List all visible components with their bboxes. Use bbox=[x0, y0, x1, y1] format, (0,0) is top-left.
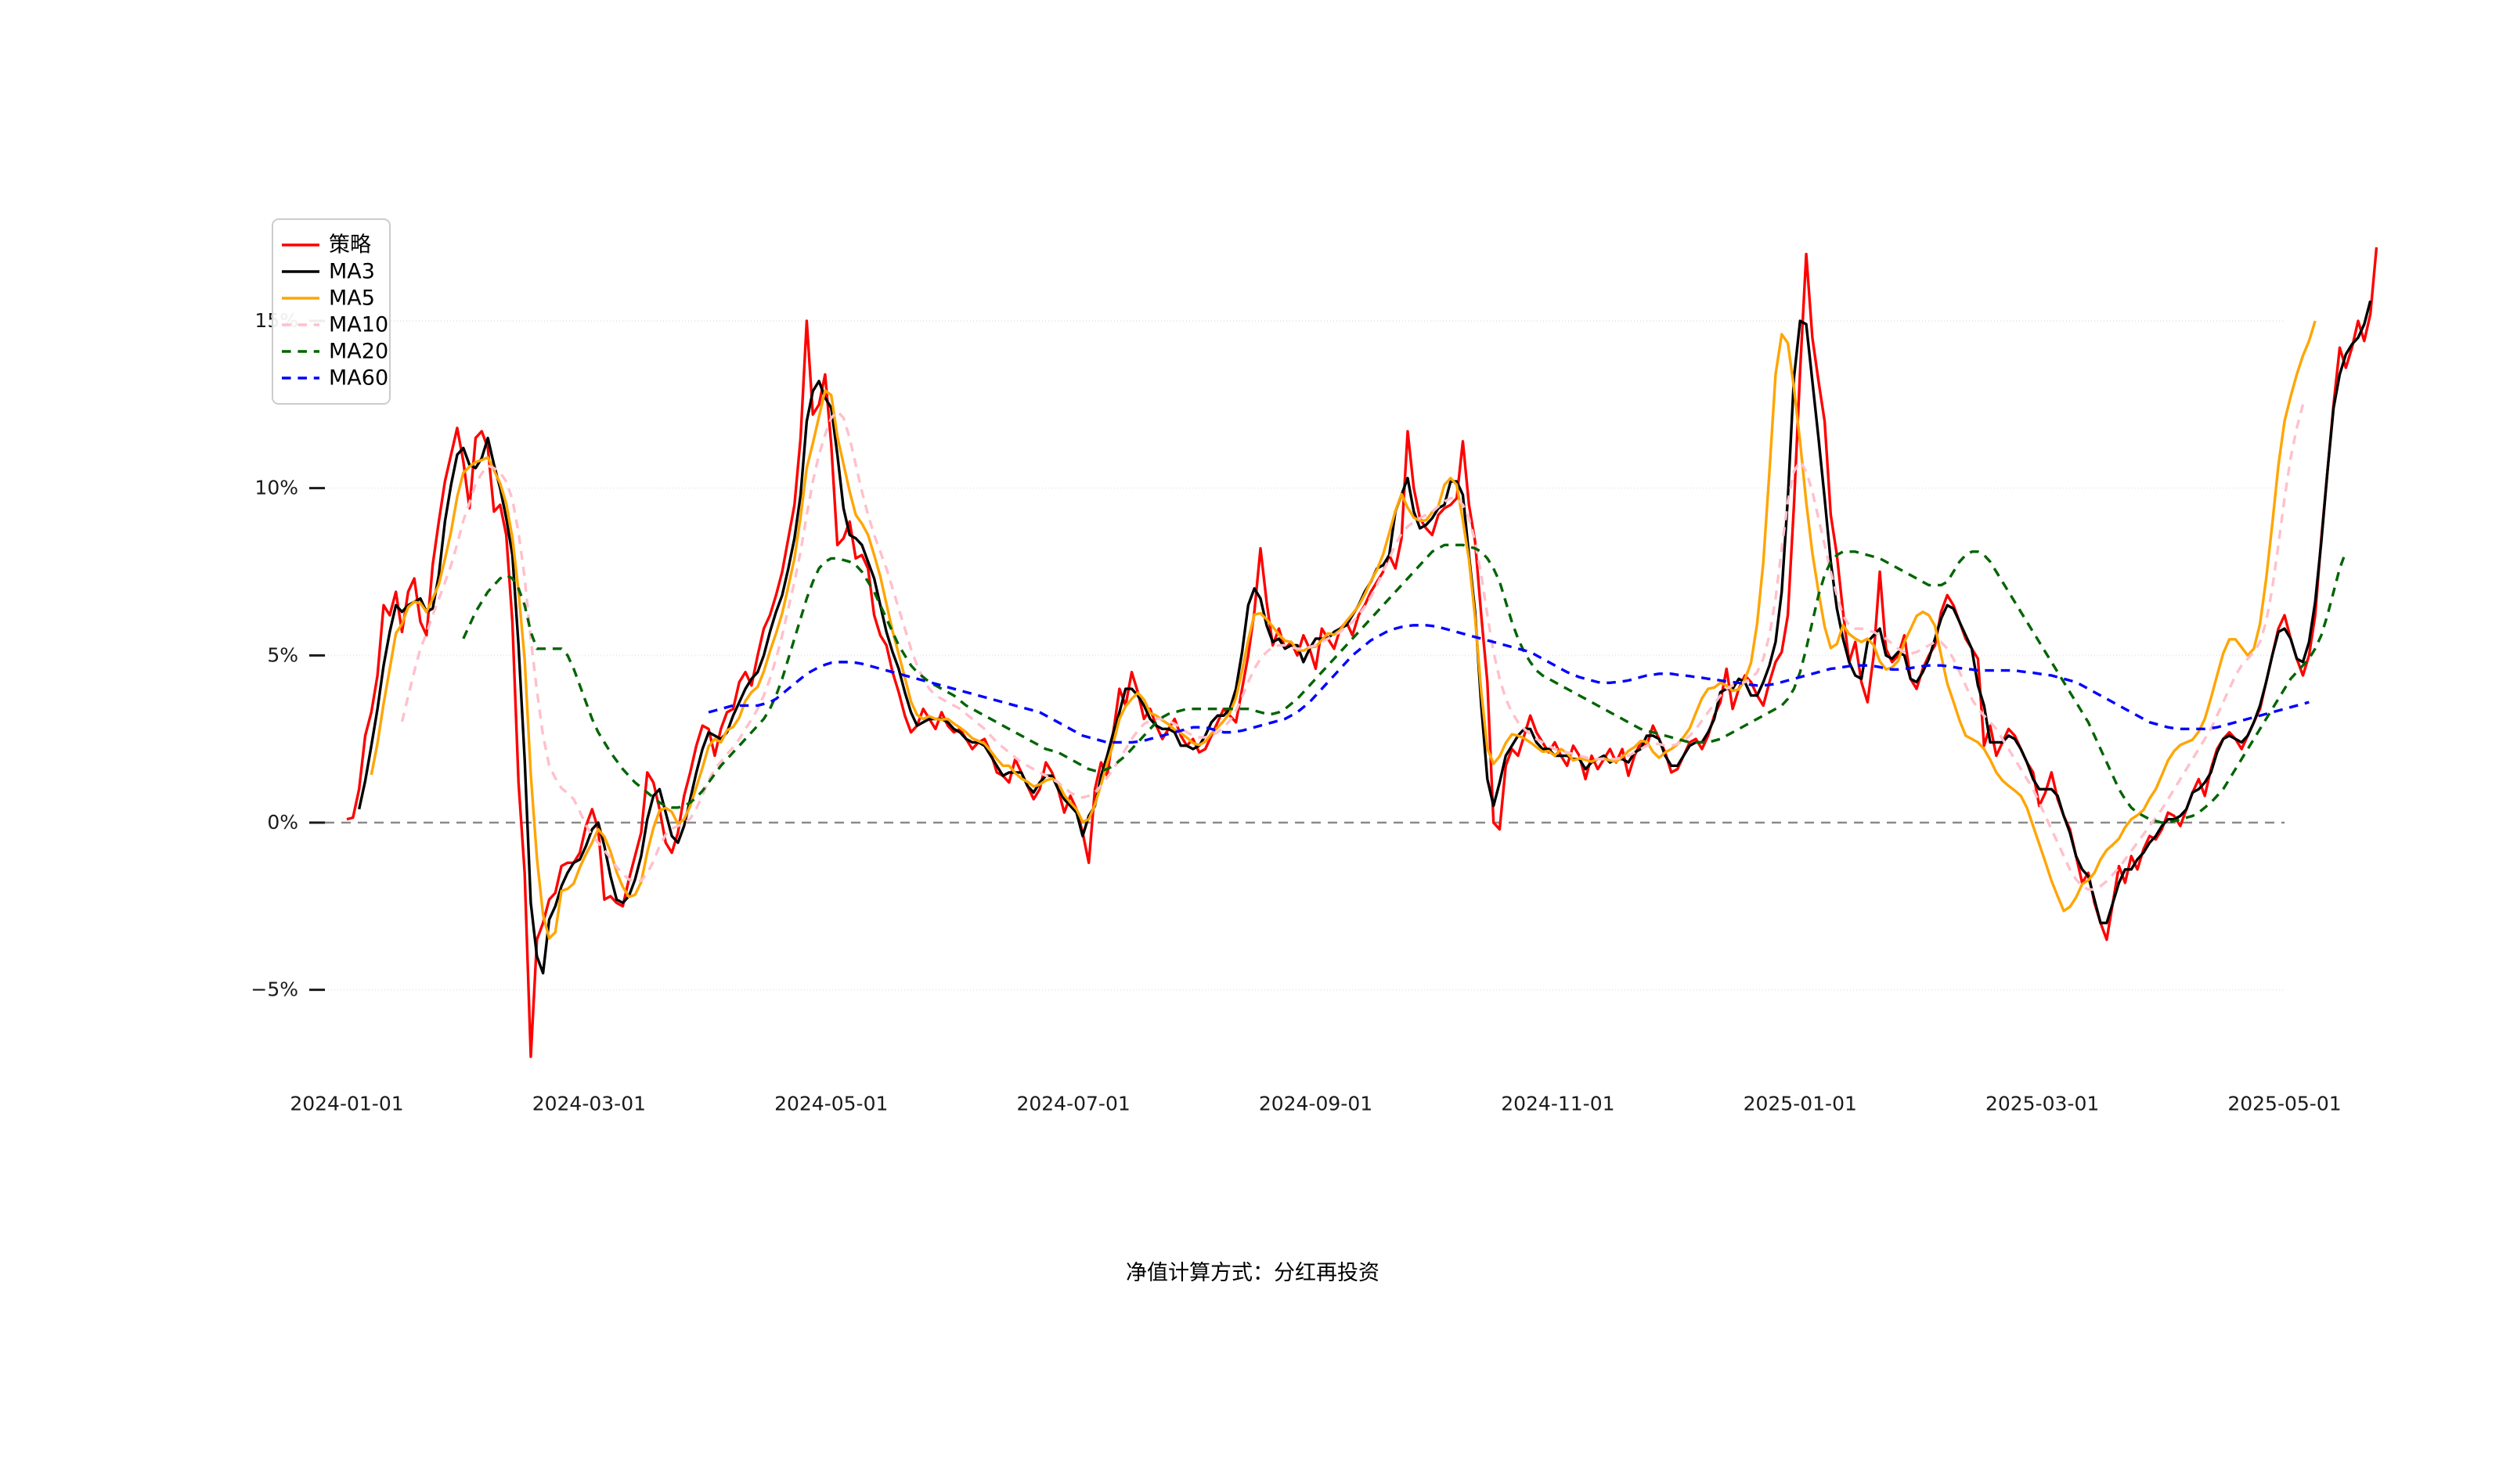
x-axis-tick-label: 2024-05-01 bbox=[774, 1092, 888, 1115]
gridlines-group bbox=[325, 320, 2285, 991]
y-axis-tick-label: 5% bbox=[267, 643, 298, 666]
y-axis-tick-label: 0% bbox=[267, 811, 298, 834]
series-line-ma5 bbox=[370, 320, 2317, 940]
x-axis-tick-label: 2024-01-01 bbox=[290, 1092, 403, 1115]
legend-box bbox=[272, 218, 391, 405]
y-axis-ticks-group: 15%10%5%0%−5% bbox=[251, 309, 325, 1001]
x-axis-tick-label: 2024-09-01 bbox=[1259, 1092, 1372, 1115]
legend-label-ma5: MA5 bbox=[329, 286, 375, 311]
x-axis-tick-label: 2024-11-01 bbox=[1501, 1092, 1614, 1115]
y-axis-tick-label: −5% bbox=[251, 978, 298, 1001]
legend-label-ma20: MA20 bbox=[329, 340, 388, 364]
x-axis-tick-label: 2025-03-01 bbox=[1985, 1092, 2099, 1115]
legend-label-ma3: MA3 bbox=[329, 260, 375, 284]
legend-label-策略: 策略 bbox=[329, 233, 371, 258]
x-axis-tick-label: 2025-05-01 bbox=[2227, 1092, 2341, 1115]
legend-label-ma10: MA10 bbox=[329, 313, 388, 337]
series-line-ma60 bbox=[708, 624, 2310, 744]
footnote-text: 净值计算方式：分红再投资 bbox=[1126, 1261, 1379, 1285]
series-line-ma10 bbox=[400, 404, 2305, 891]
data-series-group bbox=[346, 247, 2378, 1058]
x-axis-tick-label: 2024-07-01 bbox=[1016, 1092, 1130, 1115]
y-axis-tick-label: 10% bbox=[254, 477, 298, 499]
x-axis-tick-label: 2024-03-01 bbox=[532, 1092, 646, 1115]
x-axis-ticks-group: 2024-01-01 2024-03-01 2024-05-01 2024-07-01… bbox=[290, 1092, 2341, 1115]
x-axis-tick-label: 2025-01-01 bbox=[1744, 1092, 1857, 1115]
legend-label-ma60: MA60 bbox=[329, 366, 388, 391]
series-line-ma20 bbox=[462, 543, 2347, 824]
